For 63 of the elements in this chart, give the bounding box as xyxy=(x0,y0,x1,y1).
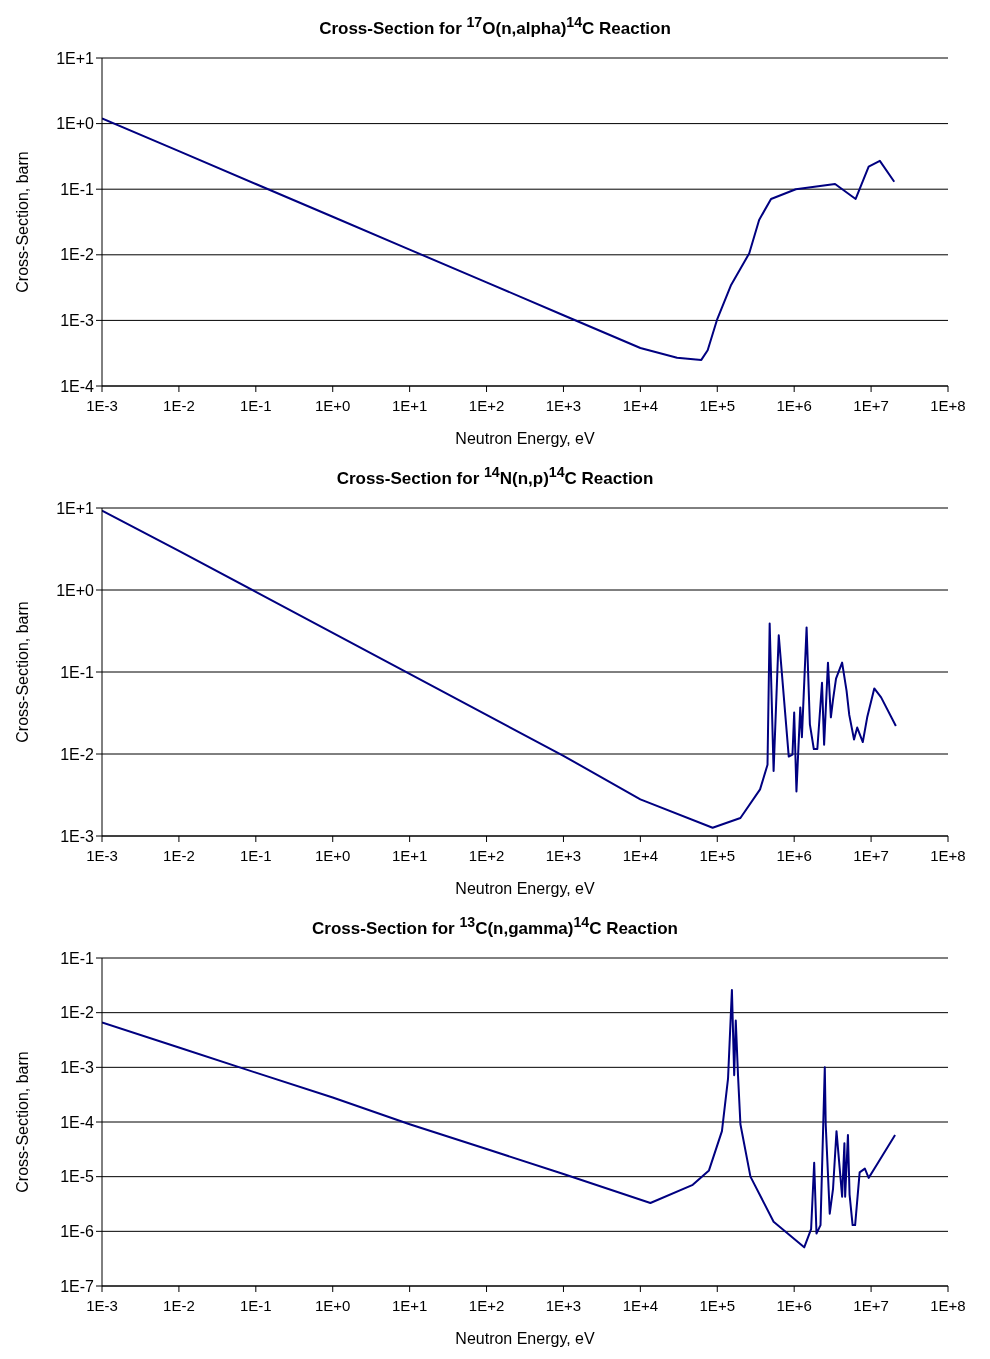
y-tick-label: 1E-4 xyxy=(60,377,95,395)
x-tick-label: 1E+4 xyxy=(622,846,659,864)
y-tick-label: 1E-3 xyxy=(60,1059,95,1077)
x-tick-label: 1E+0 xyxy=(315,846,351,864)
y-tick-label: 1E+1 xyxy=(56,499,95,517)
x-tick-label: 1E-1 xyxy=(239,1296,272,1314)
y-tick-label: 1E-4 xyxy=(60,1113,95,1131)
x-tick-label: 1E+7 xyxy=(853,846,889,864)
x-tick-label: 1E+6 xyxy=(776,1296,812,1314)
x-tick-label: 1E+8 xyxy=(930,1296,966,1314)
x-tick-label: 1E+2 xyxy=(468,396,505,414)
chart-title: Cross-Section for $^{17}$O(n,alpha)$^{14}$C Reaction xyxy=(318,13,672,40)
x-tick-label: 1E-2 xyxy=(163,846,195,864)
x-tick-label: 1E+6 xyxy=(776,846,812,864)
x-tick-label: 1E+5 xyxy=(699,396,735,414)
x-tick-label: 1E-3 xyxy=(86,1296,118,1314)
y-axis-title: Cross-Section, barn xyxy=(13,151,31,293)
x-tick-label: 1E+2 xyxy=(468,846,505,864)
y-tick-label: 1E-1 xyxy=(60,180,95,198)
y-tick-label: 1E-3 xyxy=(60,827,95,845)
y-tick-label: 1E+1 xyxy=(56,49,95,67)
y-tick-label: 1E-2 xyxy=(60,246,95,264)
x-tick-label: 1E-3 xyxy=(86,846,118,864)
x-tick-label: 1E-1 xyxy=(239,846,272,864)
y-tick-label: 1E-3 xyxy=(60,312,95,330)
x-tick-label: 1E+5 xyxy=(699,846,735,864)
x-axis-title: Neutron Energy, eV xyxy=(455,1330,595,1347)
y-tick-label: 1E-7 xyxy=(60,1277,95,1295)
chart-title: Cross-Section for $^{13}$C(n,gamma)$^{14}$C Reaction xyxy=(311,913,679,940)
x-tick-label: 1E+8 xyxy=(930,846,966,864)
chart-title: Cross-Section for $^{14}$N(n,p)$^{14}$C Reaction xyxy=(335,463,655,490)
y-tick-label: 1E-2 xyxy=(60,1004,95,1022)
y-axis-title: Cross-Section, barn xyxy=(13,1051,31,1193)
x-tick-label: 1E+6 xyxy=(776,396,812,414)
y-tick-label: 1E+0 xyxy=(56,581,95,599)
x-tick-label: 1E+3 xyxy=(545,396,582,414)
x-tick-label: 1E+4 xyxy=(622,1296,659,1314)
x-tick-label: 1E+1 xyxy=(391,396,428,414)
x-tick-label: 1E-2 xyxy=(163,1296,195,1314)
x-tick-label: 1E+7 xyxy=(853,396,889,414)
y-tick-label: 1E-2 xyxy=(60,745,95,763)
x-tick-label: 1E+2 xyxy=(468,1296,505,1314)
x-axis-title: Neutron Energy, eV xyxy=(455,880,595,897)
x-tick-label: 1E-2 xyxy=(163,396,195,414)
x-tick-label: 1E+7 xyxy=(853,1296,889,1314)
x-tick-label: 1E+8 xyxy=(930,396,966,414)
x-tick-label: 1E+1 xyxy=(391,1296,428,1314)
x-axis-title: Neutron Energy, eV xyxy=(455,430,595,447)
y-tick-label: 1E-5 xyxy=(60,1168,95,1186)
x-tick-label: 1E+0 xyxy=(315,1296,351,1314)
x-tick-label: 1E+3 xyxy=(545,1296,582,1314)
x-tick-label: 1E+1 xyxy=(391,846,428,864)
y-tick-label: 1E-6 xyxy=(60,1223,95,1241)
x-tick-label: 1E-3 xyxy=(86,396,118,414)
y-tick-label: 1E-1 xyxy=(60,949,95,967)
x-tick-label: 1E+3 xyxy=(545,846,582,864)
y-tick-label: 1E+0 xyxy=(56,115,95,133)
x-tick-label: 1E+5 xyxy=(699,1296,735,1314)
x-tick-label: 1E+4 xyxy=(622,396,659,414)
y-tick-label: 1E-1 xyxy=(60,663,95,681)
x-tick-label: 1E+0 xyxy=(315,396,351,414)
y-axis-title: Cross-Section, barn xyxy=(13,601,31,743)
x-tick-label: 1E-1 xyxy=(239,396,272,414)
